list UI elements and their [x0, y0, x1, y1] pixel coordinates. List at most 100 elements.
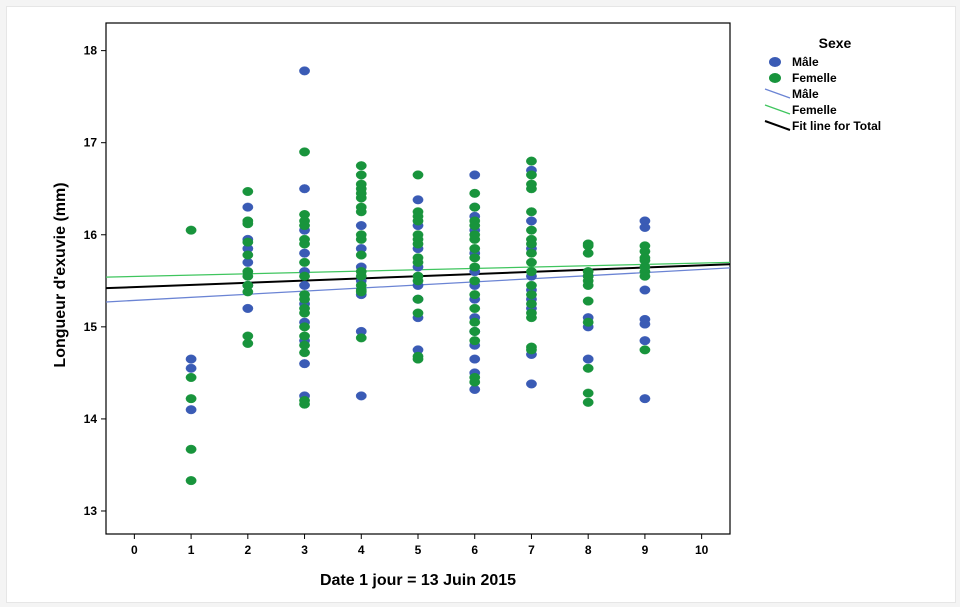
legend-marker [769, 57, 781, 67]
legend-label: Femelle [792, 71, 837, 85]
x-tick-label: 9 [642, 543, 649, 557]
y-axis-title: Longueur d'exuvie (mm) [52, 182, 69, 367]
data-point-femelle [299, 322, 310, 332]
data-point-male [355, 221, 367, 231]
data-point-male [299, 184, 310, 194]
y-tick-label: 14 [84, 412, 98, 426]
data-point-femelle [526, 239, 537, 249]
data-point-femelle [412, 257, 424, 267]
data-point-femelle [412, 308, 424, 318]
data-point-femelle [299, 294, 310, 304]
data-point-male [639, 394, 651, 404]
data-point-femelle [469, 303, 481, 313]
data-point-male [526, 379, 537, 389]
data-point-femelle [526, 184, 537, 194]
data-point-femelle [242, 271, 254, 281]
data-point-femelle [185, 444, 197, 454]
x-tick-label: 6 [471, 543, 478, 557]
data-point-femelle [299, 147, 310, 157]
data-point-male [185, 405, 197, 415]
data-point-femelle [582, 296, 594, 306]
x-tick-label: 10 [695, 543, 709, 557]
data-point-male [185, 363, 197, 373]
data-points [185, 66, 651, 486]
data-point-male [412, 195, 424, 205]
data-point-femelle [526, 290, 537, 300]
y-tick-label: 13 [84, 504, 98, 518]
data-point-femelle [355, 333, 367, 343]
y-tick-label: 17 [84, 136, 98, 150]
data-point-femelle [355, 287, 367, 297]
y-tick-label: 15 [84, 320, 98, 334]
data-point-femelle [412, 216, 424, 226]
data-point-femelle [469, 336, 481, 346]
data-point-femelle [242, 338, 254, 348]
axes: 0 1 2 3 4 5 6 7 8 9 10 13 14 15 16 17 18 [84, 44, 709, 557]
data-point-femelle [469, 377, 481, 387]
data-point-femelle [185, 372, 197, 382]
data-point-femelle [639, 345, 651, 355]
data-point-femelle [299, 348, 310, 358]
x-tick-label: 7 [528, 543, 535, 557]
data-point-femelle [526, 207, 537, 217]
data-point-male [242, 303, 254, 313]
data-point-femelle [469, 202, 481, 212]
chart-canvas: 0 1 2 3 4 5 6 7 8 9 10 13 14 15 16 17 18 Longueur d'exuv… [6, 6, 956, 603]
data-point-male [185, 354, 197, 364]
data-point-femelle [526, 267, 537, 277]
data-point-femelle [469, 221, 481, 231]
data-point-femelle [412, 294, 424, 304]
data-point-femelle [582, 397, 594, 407]
data-point-femelle [469, 188, 481, 198]
data-point-femelle [469, 290, 481, 300]
data-point-femelle [526, 225, 537, 235]
data-point-male [299, 359, 310, 369]
data-point-male [299, 66, 310, 76]
data-point-male [299, 280, 310, 290]
data-point-femelle [526, 257, 537, 267]
data-point-femelle [412, 239, 424, 249]
data-point-femelle [355, 271, 367, 281]
data-point-femelle [526, 170, 537, 180]
data-point-femelle [299, 331, 310, 341]
legend-title: Sexe [819, 35, 852, 51]
data-point-femelle [299, 271, 310, 281]
data-point-femelle [242, 219, 254, 229]
data-point-femelle [526, 280, 537, 290]
legend-marker [769, 73, 781, 83]
data-point-femelle [582, 280, 594, 290]
data-point-femelle [355, 193, 367, 203]
data-point-femelle [355, 234, 367, 244]
x-tick-label: 2 [244, 543, 251, 557]
data-point-femelle [526, 248, 537, 258]
x-tick-label: 0 [131, 543, 138, 557]
data-point-femelle [469, 317, 481, 327]
data-point-femelle [355, 170, 367, 180]
data-point-femelle [639, 271, 651, 281]
data-point-male [639, 285, 651, 295]
data-point-femelle [242, 237, 254, 247]
data-point-femelle [469, 276, 481, 286]
x-tick-label: 1 [188, 543, 195, 557]
x-tick-label: 4 [358, 543, 365, 557]
data-point-femelle [185, 476, 197, 486]
x-tick-label: 3 [301, 543, 308, 557]
data-point-femelle [526, 156, 537, 166]
data-point-femelle [582, 317, 594, 327]
data-point-femelle [469, 234, 481, 244]
legend-label: Femelle [792, 103, 837, 117]
data-point-male [469, 170, 481, 180]
data-point-femelle [469, 262, 481, 272]
data-point-male [469, 354, 481, 364]
data-point-male [355, 391, 367, 401]
data-point-femelle [355, 161, 367, 171]
legend: Sexe Mâle Femelle Mâle Femelle Fit line for … [764, 35, 881, 133]
data-point-male [582, 354, 594, 364]
legend-label: Fit line for Total [792, 119, 881, 133]
data-point-male [299, 248, 310, 258]
legend-line [764, 104, 791, 115]
data-point-femelle [412, 354, 424, 364]
data-point-femelle [412, 170, 424, 180]
x-axis-title: Date 1 jour = 13 Juin 2015 [320, 572, 516, 589]
data-point-femelle [299, 257, 310, 267]
